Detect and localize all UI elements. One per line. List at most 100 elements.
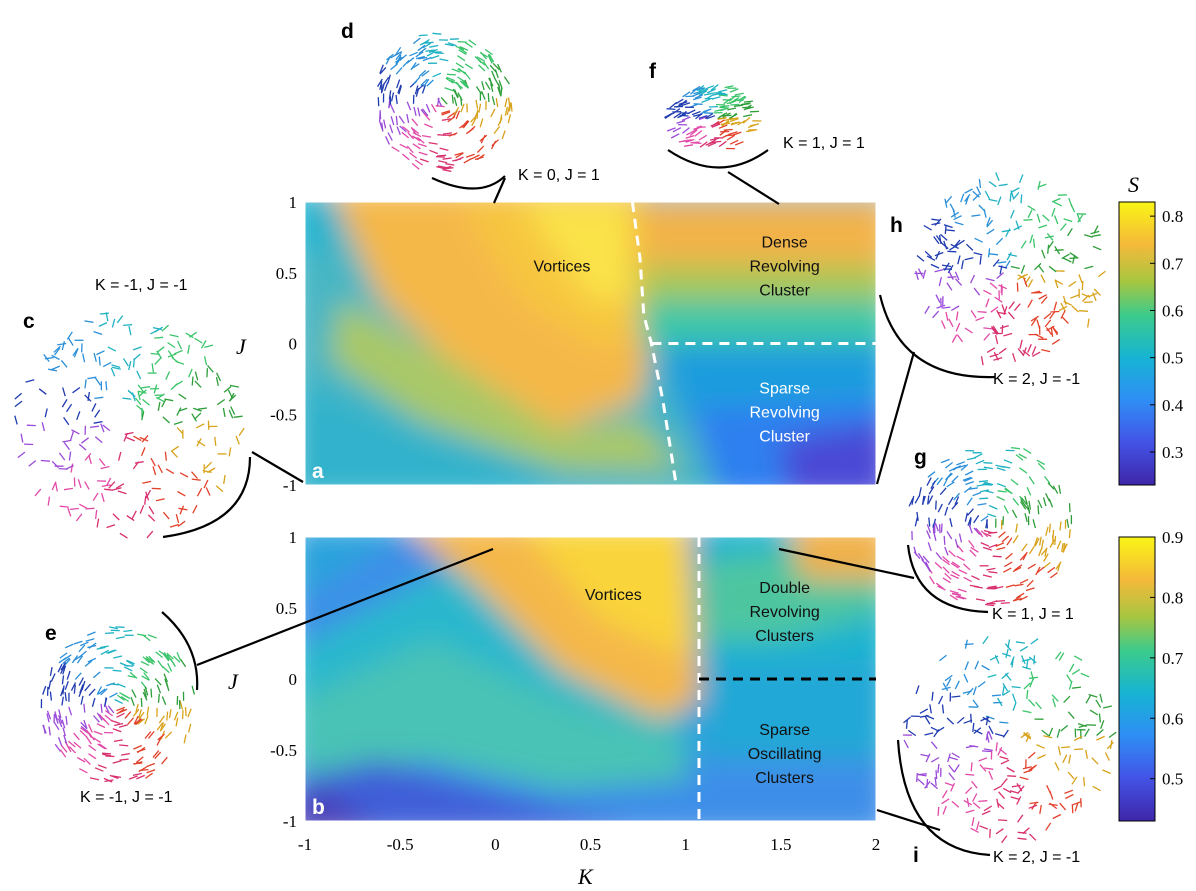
agent-arrow (953, 764, 960, 773)
colorbar-tick-label: 0.6 (1162, 709, 1183, 728)
agent-arrow (162, 416, 171, 424)
agent-arrow (1061, 543, 1064, 553)
agent-arrow (1042, 561, 1051, 569)
agent-arrow (1006, 766, 1015, 773)
agent-arrow (927, 471, 936, 478)
agent-arrow (426, 79, 434, 87)
agent-arrow (114, 722, 124, 727)
agent-arrow (84, 683, 91, 692)
agent-arrow (1092, 292, 1097, 302)
agent-arrow (1035, 701, 1042, 710)
agent-arrow (1014, 583, 1024, 587)
agent-arrow (731, 95, 741, 98)
agent-arrow (66, 670, 71, 680)
agent-arrow (58, 709, 62, 719)
agent-arrow (61, 341, 66, 351)
agent-arrow (440, 96, 448, 105)
agent-arrow (390, 104, 395, 114)
agent-arrow (734, 92, 744, 96)
agent-arrow (955, 322, 961, 332)
agent-arrow (720, 121, 730, 126)
agent-arrow (1084, 265, 1094, 270)
agent-arrow (119, 744, 129, 747)
agent-arrow (478, 64, 486, 72)
y-tick-label: 0 (289, 670, 298, 689)
agent-arrow (983, 208, 987, 218)
agent-arrow (978, 480, 989, 483)
agent-arrow (127, 717, 135, 725)
agent-arrow (692, 96, 702, 101)
agent-arrow (137, 390, 141, 401)
agent-arrow (964, 327, 973, 334)
agent-arrow (931, 218, 941, 222)
agent-arrow (116, 315, 124, 324)
agent-arrow (1012, 497, 1020, 506)
agent-arrow (458, 47, 468, 54)
agent-arrow (956, 716, 965, 724)
agent-arrow (948, 764, 955, 773)
agent-arrow (83, 719, 88, 729)
inset-letter: d (341, 20, 354, 43)
agent-arrow (691, 110, 701, 116)
agent-arrow (63, 442, 71, 451)
agent-arrow (986, 567, 996, 571)
agent-arrow (396, 126, 401, 136)
agent-arrow (139, 667, 148, 674)
agent-arrow (1019, 776, 1029, 781)
agent-arrow (1084, 728, 1090, 737)
agent-arrow (144, 686, 149, 696)
agent-arrow (980, 542, 990, 547)
agent-arrow (1020, 501, 1027, 510)
agent-arrow (507, 114, 512, 124)
agent-arrow (975, 598, 986, 602)
agent-arrow (986, 347, 996, 353)
agent-arrow (137, 718, 146, 725)
agent-arrow (477, 58, 486, 66)
agent-arrow (976, 529, 984, 538)
agent-arrow (381, 83, 385, 93)
agent-arrow (458, 49, 467, 56)
agent-arrow (717, 117, 727, 121)
agent-arrow (1001, 304, 1006, 314)
agent-arrow (934, 562, 943, 569)
colorbar-tick-label: 0.5 (1162, 770, 1183, 789)
agent-arrow (1024, 513, 1028, 523)
agent-arrow (395, 66, 403, 75)
agent-arrow (695, 87, 705, 91)
agent-arrow (454, 89, 459, 99)
agent-arrow (678, 139, 688, 143)
agent-arrow (1041, 249, 1046, 259)
agent-arrow (179, 658, 187, 668)
agent-arrow (42, 724, 47, 734)
agent-arrow (204, 461, 212, 469)
agent-arrow (1049, 311, 1056, 320)
colorbar-b (1118, 536, 1156, 822)
agent-arrow (962, 690, 972, 694)
agent-arrow (84, 481, 90, 490)
agent-arrow (48, 368, 58, 372)
agent-arrow (1033, 537, 1039, 547)
agent-arrow (1011, 693, 1017, 703)
agent-arrow (223, 385, 232, 393)
agent-arrow (682, 91, 691, 98)
agent-arrow (142, 480, 152, 484)
inset-f: f K = 1, J = 1 (649, 60, 865, 152)
agent-arrow (140, 660, 150, 666)
agent-arrow (441, 110, 451, 115)
agent-arrow (167, 341, 176, 349)
agent-arrow (102, 361, 112, 368)
agent-arrow (1027, 299, 1033, 308)
agent-arrow (973, 585, 983, 589)
agent-arrow (919, 708, 929, 714)
agent-arrow (61, 696, 64, 706)
agent-arrow (679, 110, 687, 118)
agent-arrow (110, 719, 120, 725)
agent-arrow (1022, 349, 1031, 357)
inset-letter: g (914, 446, 927, 469)
agent-arrow (61, 399, 68, 408)
agent-arrow (973, 729, 983, 735)
agent-arrow (77, 479, 82, 489)
agent-arrow (68, 451, 72, 461)
agent-arrow (93, 420, 103, 424)
agent-arrow (418, 69, 427, 77)
